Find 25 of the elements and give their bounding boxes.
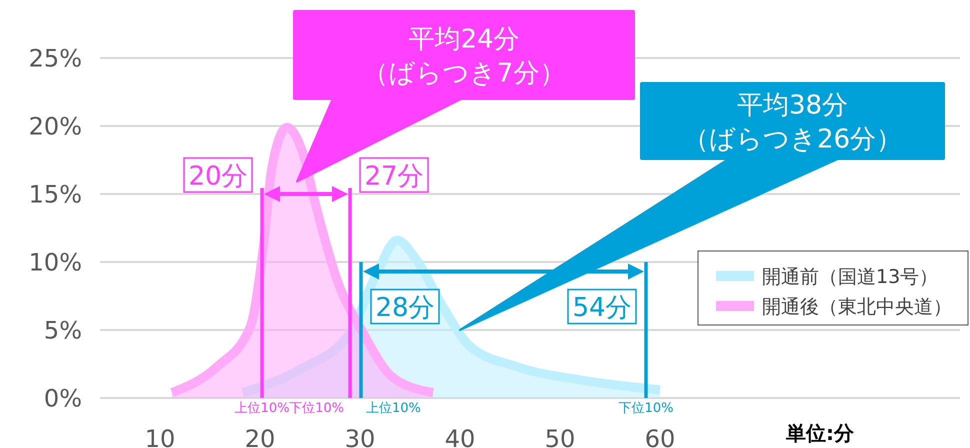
annotation: 平均24分（ばらつき7分） xyxy=(362,24,566,88)
x-tick-label: 60 xyxy=(644,425,676,448)
annotation: 20分 xyxy=(188,161,248,192)
ref-line-label: 上位10% xyxy=(234,401,290,416)
y-tick-label: 15% xyxy=(28,180,82,208)
x-tick-label: 50 xyxy=(544,425,576,448)
legend-label: 開通前（国道13号） xyxy=(762,266,938,288)
annotation: 54分 xyxy=(572,292,632,323)
annotation: 27分 xyxy=(364,161,424,192)
y-tick-label: 0% xyxy=(44,384,82,412)
y-tick-label: 10% xyxy=(28,248,82,276)
y-tick-label: 20% xyxy=(28,112,82,140)
x-tick-label: 40 xyxy=(444,425,476,448)
ref-line-label: 下位10% xyxy=(618,401,674,416)
x-tick-label: 30 xyxy=(344,425,376,448)
legend-label: 開通後（東北中央道） xyxy=(762,296,952,318)
x-axis-title: 単位:分 xyxy=(785,421,855,445)
y-tick-label: 25% xyxy=(28,44,82,72)
ref-line-label: 上位10% xyxy=(366,401,421,416)
annotation: 平均38分（ばらつき26分） xyxy=(682,90,902,154)
x-tick-label: 20 xyxy=(244,425,276,448)
x-tick-label: 10 xyxy=(144,425,176,448)
y-tick-label: 5% xyxy=(44,316,82,344)
annotation: 28分 xyxy=(375,292,435,323)
ref-line-label: 下位10% xyxy=(289,401,344,416)
